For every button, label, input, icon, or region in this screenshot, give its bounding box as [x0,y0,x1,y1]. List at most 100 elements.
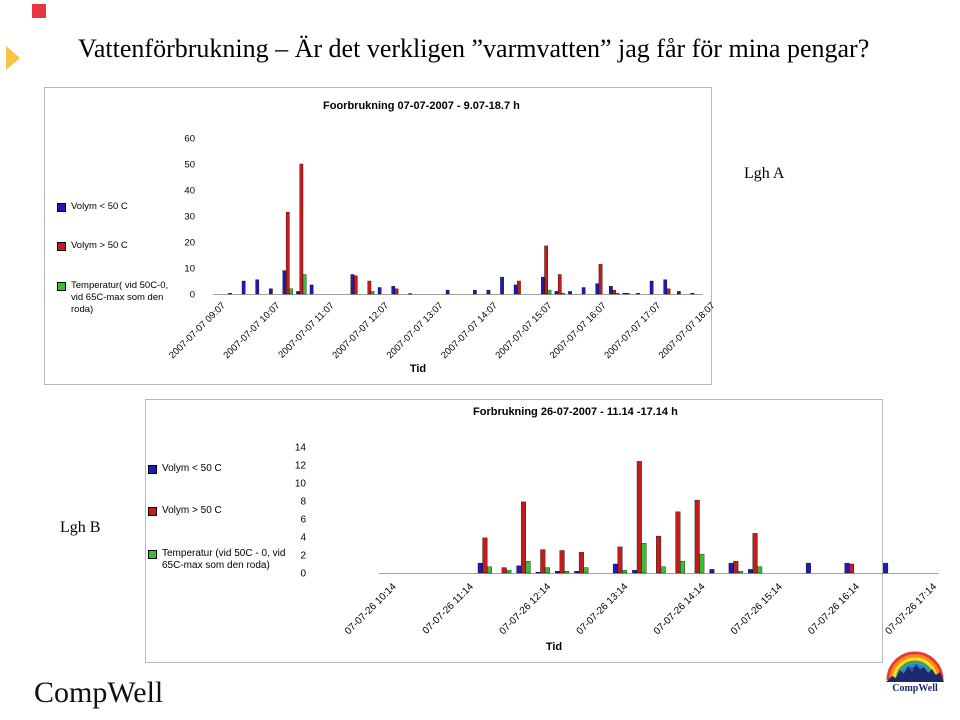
x-tick-label: 2007-07-07 12:07 [330,300,391,361]
bar-green [737,571,743,574]
bar-green [289,288,293,295]
bar-green [561,293,565,295]
bar-blue [377,287,382,295]
x-tick-label: 2007-07-07 14:07 [439,300,500,361]
x-tick-label: 2007-07-07 18:07 [657,300,718,361]
y-tick-label: 20 [184,238,195,249]
bar-blue [473,289,477,295]
bar-blue [844,562,850,574]
bar-blue [296,291,300,295]
bar-blue [649,280,654,295]
bar-blue [748,569,753,574]
chart-b-title: Forbrukning 26-07-2007 - 11.14 -17.14 h [473,406,678,418]
page-title: Vattenförbrukning – Är det verkligen ”va… [78,34,870,63]
x-tick-label: 07-07-26 12:14 [497,581,553,637]
bar-red [408,293,412,295]
bar-green [544,567,550,574]
x-tick-label: 07-07-26 16:14 [806,581,862,637]
bar-red [656,535,662,574]
legend-label: Volym > 50 C [71,240,128,251]
chart-a-title: Foorbrukning 07-07-2007 - 9.07-18.7 h [323,100,520,112]
bar-blue [391,286,396,295]
x-tick-label: 2007-07-07 13:07 [385,300,446,361]
bar-blue [516,565,522,574]
bar-blue [350,274,355,295]
bar-red [540,549,546,574]
legend-label: Temperatur( vid 50C-0, vid 65C-max som d… [71,280,169,315]
chart-b-plot: 0 2 4 6 8 10 12 14 07-07-26 10:14 07-07-26 11:14 0… [295,443,940,654]
bar-blue [632,570,638,574]
chart-panel-b: Forbrukning 26-07-2007 - 11.14 -17.14 h … [145,399,940,663]
bar-red [612,289,616,295]
bar-green [547,289,552,295]
bar-blue [269,288,273,295]
bar-red [517,280,521,295]
bar-red [733,561,739,574]
bar-blue [500,276,504,295]
y-tick-label: 6 [300,515,306,526]
bar-blue [677,291,681,295]
label-lgh-b: Lgh B [60,519,101,536]
y-tick-label: 8 [300,497,306,508]
bar-red [353,275,358,295]
bar-red [394,288,399,295]
bar-blue [241,280,246,295]
legend-swatch-green [148,550,157,559]
y-tick-label: 4 [300,533,306,544]
bar-green [622,570,628,574]
bar-green [370,291,375,295]
legend-swatch-blue [57,203,66,212]
legend-label: Temperatur (vid 50C - 0, vid 65C-max som… [162,548,286,571]
x-tick-label: 2007-07-07 09:07 [167,300,228,361]
x-tick-label: 07-07-26 14:14 [652,581,708,637]
bar-red [625,293,630,295]
bar-red [501,567,507,574]
bar-red [299,163,304,295]
bar-blue [554,291,559,295]
bar-blue [883,562,889,574]
compwell-logo-icon [886,651,944,682]
y-tick-label: 14 [295,443,307,454]
x-tick-label: 2007-07-07 15:07 [493,300,554,361]
bar-red [617,546,623,574]
bar-blue [709,569,715,574]
x-tick-label: 2007-07-07 16:07 [548,300,609,361]
chart-panel-a: Foorbrukning 07-07-2007 - 9.07-18.7 h Vo… [44,87,718,385]
bar-green [487,566,492,574]
bar-red [598,263,603,295]
y-tick-label: 60 [184,134,195,145]
legend-label: Volym > 50 C [162,505,222,516]
x-tick-label: 2007-07-07 10:07 [221,300,282,361]
y-tick-label: 0 [300,569,306,580]
y-tick-label: 0 [190,290,195,301]
bar-red [521,501,526,574]
bar-red [849,563,855,574]
bar-red [482,537,488,574]
bar-red [578,552,584,574]
y-tick-label: 12 [295,461,307,472]
bar-green [699,553,705,574]
bar-green [525,561,531,574]
bar-blue [282,270,287,295]
brand-name: CompWell [34,676,164,709]
bar-blue [612,563,618,574]
bar-blue [690,293,695,295]
bar-red [559,550,565,574]
x-tick-label: 07-07-26 10:14 [343,581,399,637]
y-tick-label: 50 [184,160,195,171]
x-tick-label: 07-07-26 15:14 [729,581,785,637]
x-tick-label: 07-07-26 17:14 [883,581,939,637]
bar-blue [477,562,483,574]
bar-green [506,570,512,574]
x-axis-title: Tid [410,363,426,375]
legend-label: Volym < 50 C [71,201,128,212]
bar-blue [568,291,572,295]
bar-blue [513,284,518,295]
bar-blue [555,571,560,574]
bar-blue [255,279,260,295]
bar-green [757,566,763,574]
legend-swatch-blue [148,465,157,474]
bar-blue [535,571,541,574]
bar-green [302,274,307,295]
